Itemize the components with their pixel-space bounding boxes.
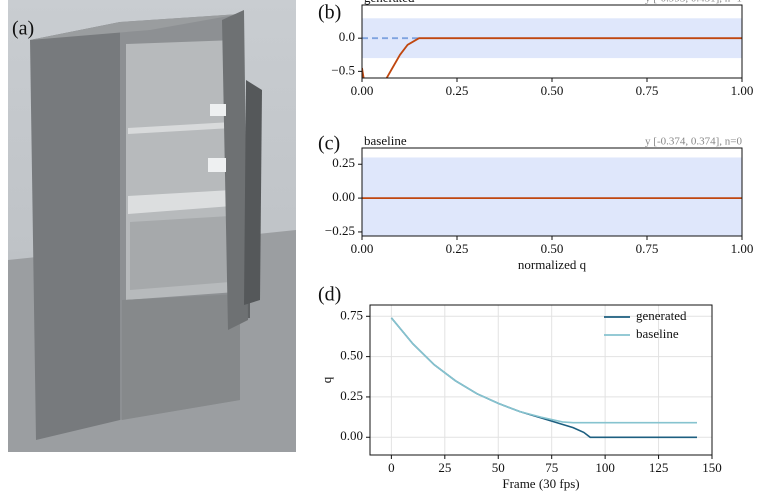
x-tick-label: 0.00 (351, 241, 374, 256)
chart-title: generated (364, 0, 415, 5)
x-tick-label: 0 (388, 460, 395, 475)
axes-frame (361, 4, 743, 79)
y-tick-label: 0.0 (339, 29, 355, 44)
x-tick-label: 25 (438, 460, 451, 475)
y-tick-label: −0.5 (331, 62, 355, 77)
x-tick-label: 0.50 (541, 241, 564, 256)
x-tick-label: 0.50 (541, 83, 564, 98)
y-tick-label: 0.25 (340, 388, 363, 403)
drawer (130, 216, 230, 290)
shaded-band (362, 157, 742, 236)
x-tick-label: 0.75 (636, 241, 659, 256)
x-axis-label: Frame (30 fps) (502, 476, 579, 491)
axes-frame (369, 304, 713, 456)
series-line (362, 37, 742, 78)
freezer-door (122, 294, 240, 420)
plot-area (362, 18, 742, 78)
x-tick-label: 75 (545, 460, 558, 475)
panel-label: (a) (12, 18, 34, 40)
x-tick-label: 125 (649, 460, 669, 475)
x-tick-label: 1.00 (731, 241, 754, 256)
plot-area (362, 157, 742, 236)
plot-area (370, 305, 712, 455)
y-axis-label: q (319, 376, 334, 383)
fridge-render: (a) (8, 0, 296, 452)
x-tick-label: 100 (595, 460, 615, 475)
door-bin (210, 104, 226, 116)
y-tick-label: −0.25 (325, 223, 355, 238)
y-tick-label: 0.00 (332, 189, 355, 204)
series-line (390, 317, 697, 424)
x-tick-label: 0.25 (446, 83, 469, 98)
panel-label: (c) (318, 133, 340, 155)
fridge-side (30, 22, 120, 440)
x-tick-label: 0.75 (636, 83, 659, 98)
y-tick-label: 0.75 (340, 307, 363, 322)
door (222, 10, 248, 330)
y-tick-label: 0.25 (332, 155, 355, 170)
panel-label: (d) (318, 284, 341, 306)
x-tick-label: 0.25 (446, 241, 469, 256)
legend-label: generated (636, 308, 687, 323)
x-tick-label: 0.00 (351, 83, 374, 98)
door-handle (244, 80, 262, 305)
annotation: y [-0.993, 0.431], n=1 (645, 0, 742, 5)
door-bin (208, 158, 226, 172)
x-tick-label: 1.00 (731, 83, 754, 98)
y-tick-label: 0.50 (340, 348, 363, 363)
x-axis-label: normalized q (518, 257, 587, 272)
fridge-top (30, 14, 240, 40)
y-tick-label: 0.00 (340, 428, 363, 443)
x-tick-label: 150 (702, 460, 722, 475)
panel-label: (b) (318, 2, 341, 24)
annotation: y [-0.374, 0.374], n=0 (645, 136, 742, 148)
axes-frame (361, 147, 743, 237)
chart-title: baseline (364, 133, 407, 148)
x-tick-label: 50 (492, 460, 505, 475)
shelf (128, 190, 232, 214)
legend-label: baseline (636, 326, 679, 341)
shelf (128, 122, 232, 134)
